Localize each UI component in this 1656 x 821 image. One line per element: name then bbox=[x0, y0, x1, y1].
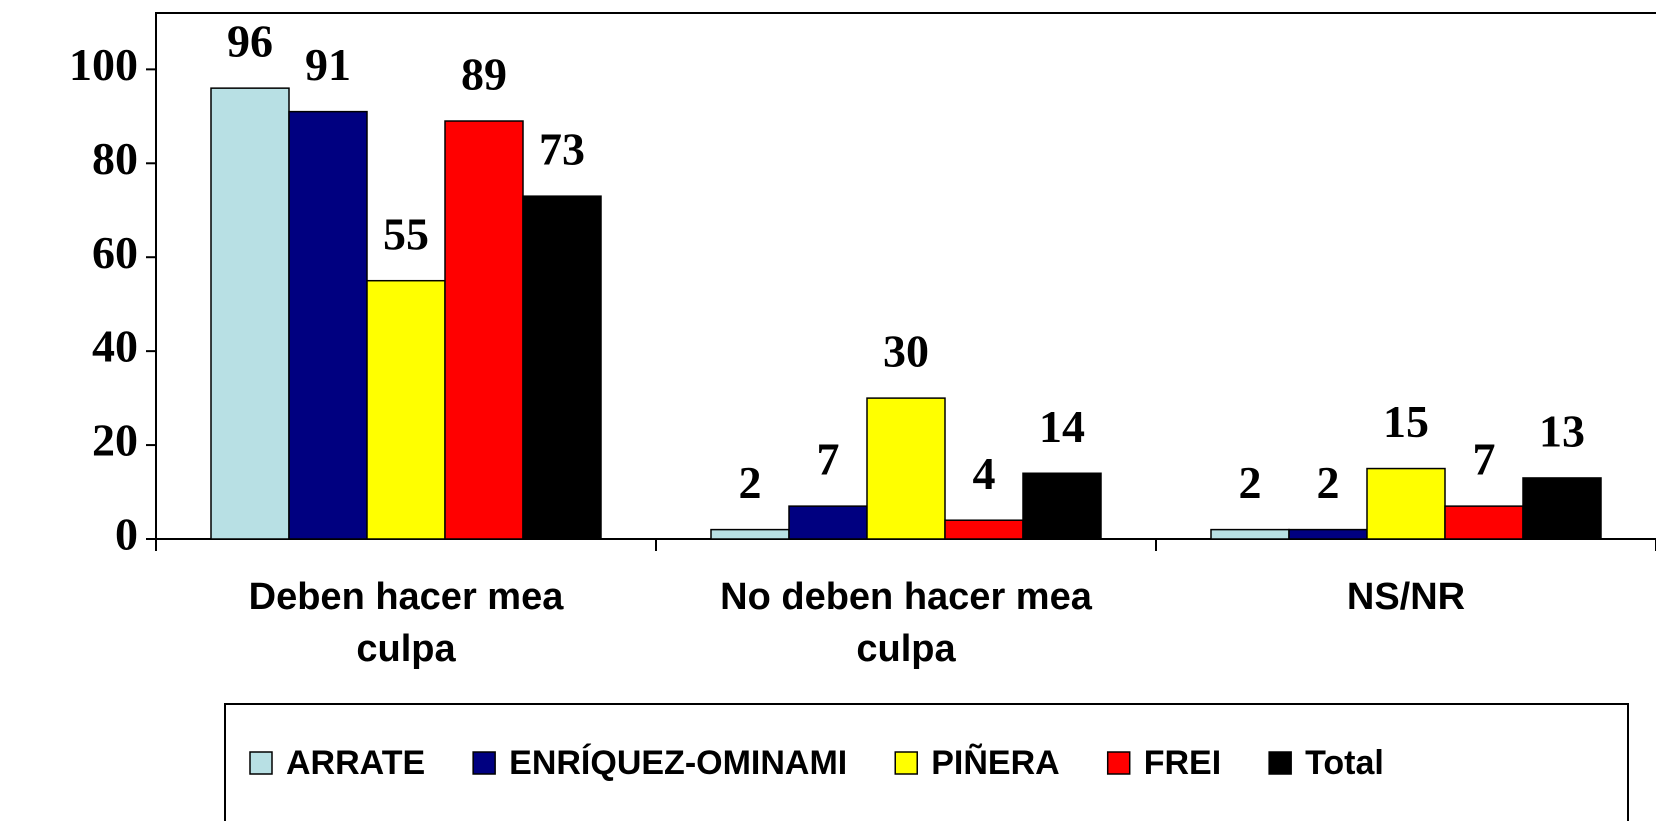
x-tick-label: Deben hacer mea culpa bbox=[248, 576, 564, 670]
bar bbox=[1366, 467, 1446, 540]
bar bbox=[1522, 477, 1602, 540]
value-label: 55 bbox=[383, 208, 429, 259]
value-label: 15 bbox=[1383, 396, 1429, 447]
bar bbox=[1444, 505, 1524, 540]
value-label: 2 bbox=[1317, 457, 1340, 508]
legend-swatch bbox=[894, 751, 918, 775]
bar bbox=[288, 110, 368, 540]
legend-box bbox=[224, 703, 1629, 821]
y-tick-label: 0 bbox=[115, 509, 138, 560]
value-label: 91 bbox=[305, 39, 351, 90]
value-label: 4 bbox=[973, 448, 996, 499]
bar bbox=[1022, 472, 1102, 540]
bar bbox=[444, 120, 524, 540]
value-label: 7 bbox=[1473, 434, 1496, 485]
value-label: 2 bbox=[739, 457, 762, 508]
value-label: 30 bbox=[883, 326, 929, 377]
value-label: 96 bbox=[227, 16, 273, 67]
legend-label: Total bbox=[1305, 744, 1384, 782]
x-tick-label: No deben hacer mea culpa bbox=[720, 576, 1092, 670]
bar bbox=[788, 505, 868, 540]
value-label: 14 bbox=[1039, 401, 1085, 452]
bar bbox=[1210, 528, 1290, 540]
legend-swatch bbox=[472, 751, 496, 775]
value-label: 89 bbox=[461, 49, 507, 100]
y-tick-label: 100 bbox=[69, 39, 138, 90]
value-label: 13 bbox=[1539, 406, 1585, 457]
legend-label: FREI bbox=[1144, 744, 1221, 782]
bar bbox=[1288, 528, 1368, 540]
legend-swatch bbox=[1268, 751, 1292, 775]
legend-label: ARRATE bbox=[286, 744, 425, 782]
legend-swatch bbox=[249, 751, 273, 775]
bar bbox=[866, 397, 946, 540]
y-tick-label: 40 bbox=[92, 321, 138, 372]
bar bbox=[944, 519, 1024, 540]
value-label: 73 bbox=[539, 124, 585, 175]
legend-label: ENRÍQUEZ-OMINAMI bbox=[509, 744, 847, 782]
value-label: 2 bbox=[1239, 457, 1262, 508]
bar bbox=[522, 195, 602, 540]
y-tick-label: 20 bbox=[92, 415, 138, 466]
bar bbox=[210, 87, 290, 540]
legend-swatch bbox=[1106, 751, 1131, 775]
value-label: 7 bbox=[817, 434, 840, 485]
bar bbox=[366, 279, 446, 540]
y-tick-label: 80 bbox=[92, 133, 138, 184]
legend-label: PIÑERA bbox=[931, 744, 1059, 782]
y-tick-label: 60 bbox=[92, 227, 138, 278]
bar bbox=[710, 528, 790, 540]
x-tick-label: NS/NR bbox=[1346, 576, 1466, 618]
